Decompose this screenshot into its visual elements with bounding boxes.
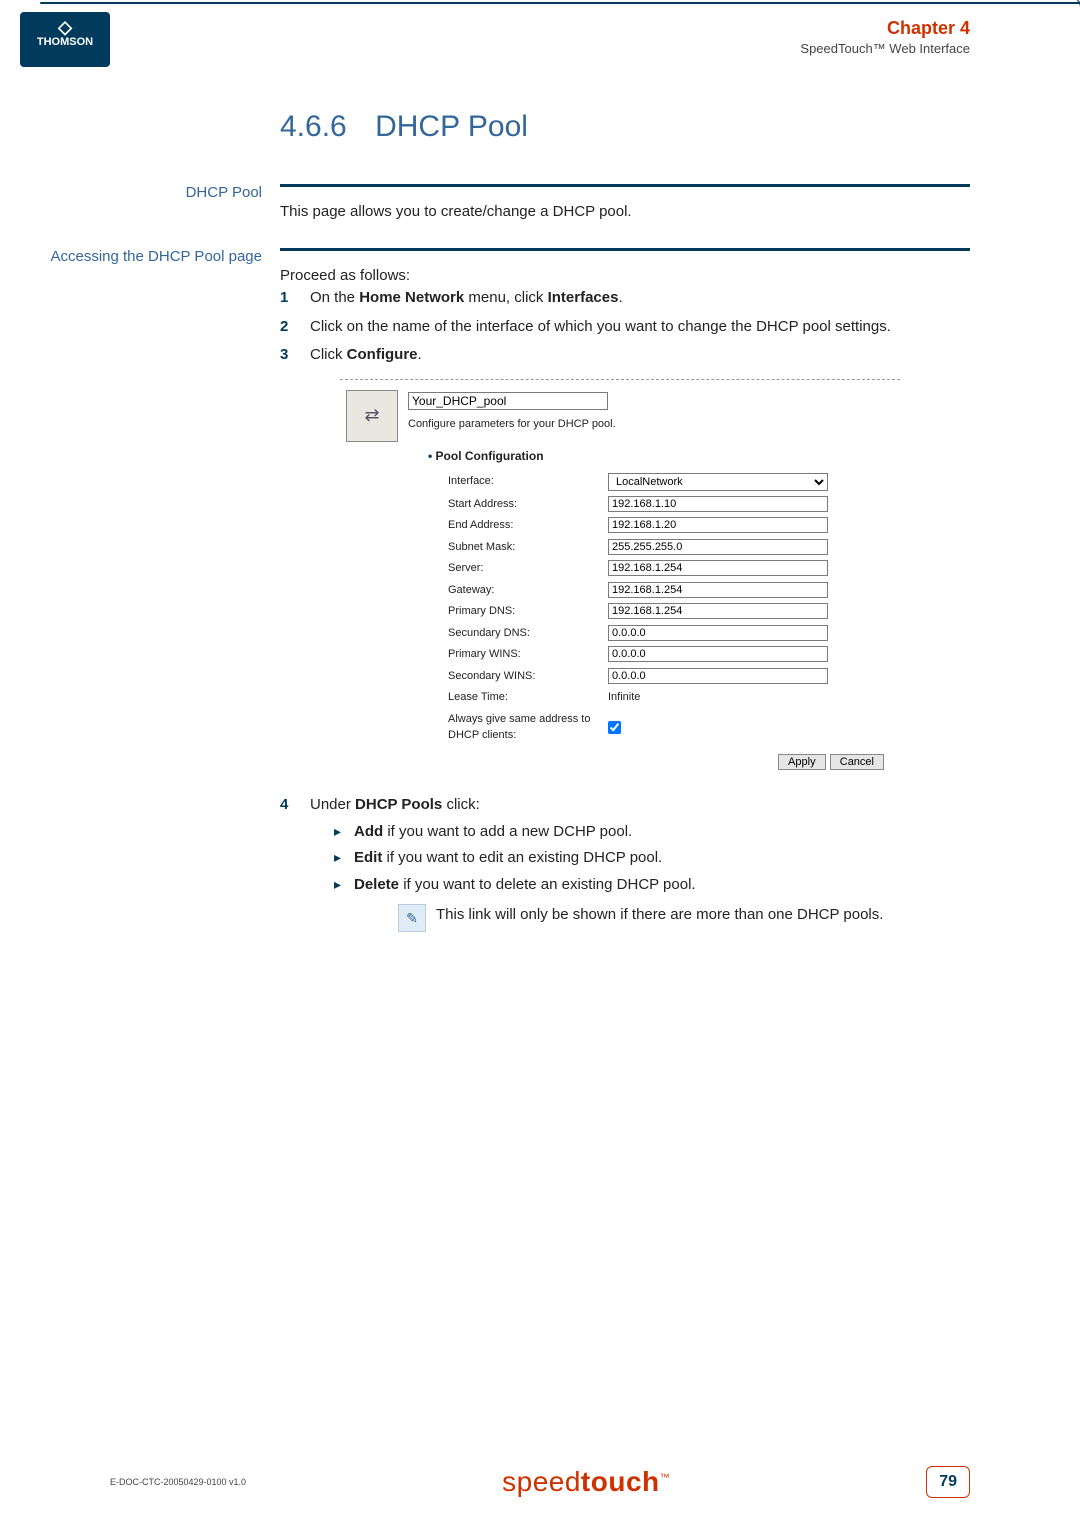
dhcp-pool-intro: This page allows you to create/change a …	[280, 203, 632, 220]
label-start: Start Address:	[448, 496, 608, 513]
block-label: DHCP Pool	[0, 184, 280, 224]
step-3: Click Configure. ⇄ Configure parameters …	[280, 344, 970, 782]
chapter-title: Chapter 4	[800, 18, 970, 39]
document-id: E-DOC-CTC-20050429-0100 v1.0	[110, 1477, 246, 1487]
label-sdns: Secundary DNS:	[448, 625, 608, 642]
page-header: ◇ THOMSON Chapter 4 SpeedTouch™ Web Inte…	[0, 0, 1080, 70]
delete-note: ✎ This link will only be shown if there …	[354, 904, 970, 932]
dhcp-pool-actions: Add if you want to add a new DCHP pool. …	[310, 821, 970, 933]
steps-list: On the Home Network menu, click Interfac…	[280, 287, 970, 932]
interface-select[interactable]: LocalNetwork	[608, 473, 828, 491]
primary-wins-input[interactable]	[608, 646, 828, 662]
label-always: Always give same address to DHCP clients…	[448, 711, 608, 744]
block-accessing: Accessing the DHCP Pool page Proceed as …	[0, 248, 970, 939]
divider	[280, 248, 970, 251]
logo-text: THOMSON	[37, 36, 93, 48]
always-same-address-checkbox[interactable]	[608, 721, 621, 734]
pool-description: Configure parameters for your DHCP pool.	[408, 416, 894, 433]
note-icon: ✎	[398, 904, 426, 932]
apply-button[interactable]: Apply	[778, 754, 826, 770]
note-text: This link will only be shown if there ar…	[436, 904, 883, 932]
label-pdns: Primary DNS:	[448, 603, 608, 620]
label-server: Server:	[448, 560, 608, 577]
subnet-mask-input[interactable]	[608, 539, 828, 555]
header-rule	[40, 2, 1080, 4]
primary-dns-input[interactable]	[608, 603, 828, 619]
page-number: 79	[926, 1466, 970, 1498]
end-address-input[interactable]	[608, 517, 828, 533]
secondary-dns-input[interactable]	[608, 625, 828, 641]
step-4: Under DHCP Pools click: Add if you want …	[280, 794, 970, 932]
server-input[interactable]	[608, 560, 828, 576]
label-end: End Address:	[448, 517, 608, 534]
cancel-button[interactable]: Cancel	[830, 754, 884, 770]
thomson-logo: ◇ THOMSON	[20, 12, 110, 67]
block-body: Proceed as follows: On the Home Network …	[280, 248, 970, 939]
secondary-wins-input[interactable]	[608, 668, 828, 684]
step-2: Click on the name of the interface of wh…	[280, 316, 970, 339]
proceed-intro: Proceed as follows:	[280, 265, 970, 288]
header-right: Chapter 4 SpeedTouch™ Web Interface	[800, 18, 970, 56]
page-footer: E-DOC-CTC-20050429-0100 v1.0 speedtouch™…	[0, 1466, 1080, 1498]
config-screenshot: ⇄ Configure parameters for your DHCP poo…	[340, 379, 900, 783]
label-lease: Lease Time:	[448, 689, 608, 706]
action-add: Add if you want to add a new DCHP pool.	[334, 821, 970, 844]
label-swins: Secondary WINS:	[448, 668, 608, 685]
label-subnet: Subnet Mask:	[448, 539, 608, 556]
pool-config-heading: Pool Configuration	[428, 447, 894, 465]
label-gateway: Gateway:	[448, 582, 608, 599]
label-interface: Interface:	[448, 473, 608, 490]
network-icon: ⇄	[346, 390, 398, 442]
chapter-subtitle: SpeedTouch™ Web Interface	[800, 41, 970, 56]
logo-icon: ◇	[20, 18, 110, 36]
block-text: This page allows you to create/change a …	[280, 184, 970, 224]
pool-config-form: Interface: LocalNetwork Start Address: E…	[448, 473, 894, 744]
pool-name-input[interactable]	[408, 392, 608, 410]
section-title-text: DHCP Pool	[375, 110, 528, 143]
section-number: 4.6.6	[280, 110, 347, 144]
block-label-accessing: Accessing the DHCP Pool page	[0, 248, 280, 939]
divider	[280, 184, 970, 187]
gateway-input[interactable]	[608, 582, 828, 598]
start-address-input[interactable]	[608, 496, 828, 512]
action-edit: Edit if you want to edit an existing DHC…	[334, 847, 970, 870]
lease-time-value: Infinite	[608, 689, 640, 706]
action-delete: Delete if you want to delete an existing…	[334, 874, 970, 933]
step-1: On the Home Network menu, click Interfac…	[280, 287, 970, 310]
block-dhcp-pool: DHCP Pool This page allows you to create…	[0, 184, 970, 224]
brand-logotype: speedtouch™	[502, 1466, 670, 1498]
label-pwins: Primary WINS:	[448, 646, 608, 663]
section-heading: 4.6.6 DHCP Pool	[280, 110, 970, 144]
